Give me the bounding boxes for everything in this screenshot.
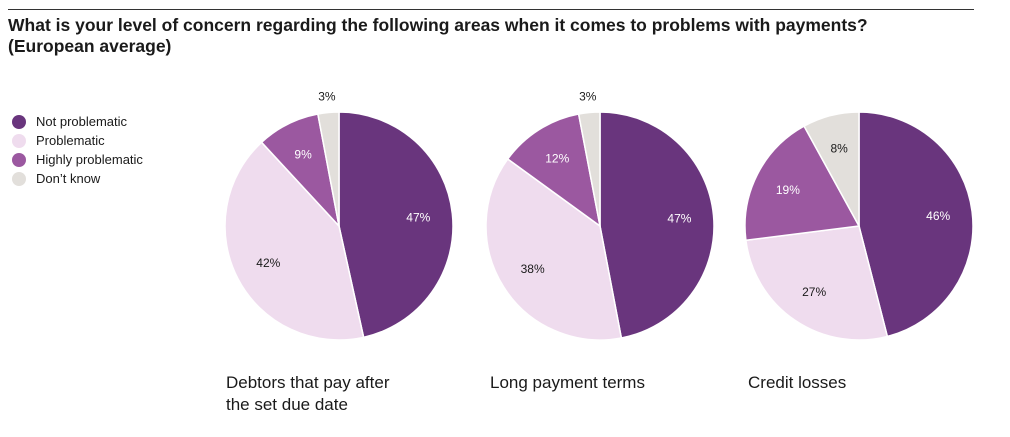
chart-title: What is your level of concern regarding … bbox=[8, 15, 988, 57]
data-label: 8% bbox=[830, 142, 848, 156]
pie-slice bbox=[745, 225, 889, 341]
data-label: 27% bbox=[802, 285, 826, 299]
pie-slice bbox=[485, 157, 623, 341]
legend-label: Not problematic bbox=[36, 114, 128, 129]
legend-item-highly-problematic: Highly problematic bbox=[12, 150, 143, 169]
data-label: 47% bbox=[406, 210, 430, 224]
pie-3: 46% 27% 19% 8% bbox=[744, 111, 974, 341]
pie-title: Credit losses bbox=[748, 372, 988, 394]
legend-swatch bbox=[12, 133, 26, 148]
data-label: 38% bbox=[521, 262, 545, 276]
legend-swatch bbox=[12, 114, 26, 129]
pie-title-line: Debtors that pay after bbox=[226, 373, 390, 392]
data-label: 19% bbox=[776, 183, 800, 197]
pie-title-line: Long payment terms bbox=[490, 373, 645, 392]
legend: Not problematic Problematic Highly probl… bbox=[12, 112, 143, 188]
pie-slice bbox=[577, 111, 601, 227]
legend-swatch bbox=[12, 171, 26, 186]
pie-slice bbox=[744, 125, 861, 242]
legend-item-dont-know: Don’t know bbox=[12, 169, 143, 188]
data-label: 12% bbox=[545, 152, 569, 166]
pie-slice bbox=[224, 141, 365, 341]
data-label: 3% bbox=[318, 90, 336, 104]
data-label: 3% bbox=[579, 90, 597, 104]
pie-slice bbox=[599, 111, 715, 339]
legend-item-not-problematic: Not problematic bbox=[12, 112, 143, 131]
pie-1: 47% 42% 9% 3% bbox=[224, 90, 454, 341]
pie-slice bbox=[803, 111, 860, 227]
chart-title-line-1: What is your level of concern regarding … bbox=[8, 15, 868, 35]
pie-slice bbox=[316, 111, 340, 227]
pie-title: Long payment terms bbox=[490, 372, 730, 394]
pie-title-line: the set due date bbox=[226, 395, 348, 414]
chart-title-line-2: (European average) bbox=[8, 36, 172, 56]
data-label: 46% bbox=[926, 209, 950, 223]
legend-label: Don’t know bbox=[36, 171, 101, 186]
top-rule bbox=[8, 9, 974, 10]
data-label: 42% bbox=[256, 256, 280, 270]
pie-slice bbox=[506, 113, 602, 228]
legend-label: Highly problematic bbox=[36, 152, 143, 167]
pie-title: Debtors that pay after the set due date bbox=[226, 372, 466, 416]
pie-title-line: Credit losses bbox=[748, 373, 847, 392]
legend-item-problematic: Problematic bbox=[12, 131, 143, 150]
data-label: 9% bbox=[294, 148, 312, 162]
legend-label: Problematic bbox=[36, 133, 105, 148]
pie-2: 47% 38% 12% 3% bbox=[485, 90, 715, 341]
legend-swatch bbox=[12, 152, 26, 167]
pie-slice bbox=[858, 111, 974, 338]
pie-slice bbox=[338, 111, 454, 339]
data-label: 47% bbox=[667, 211, 691, 225]
